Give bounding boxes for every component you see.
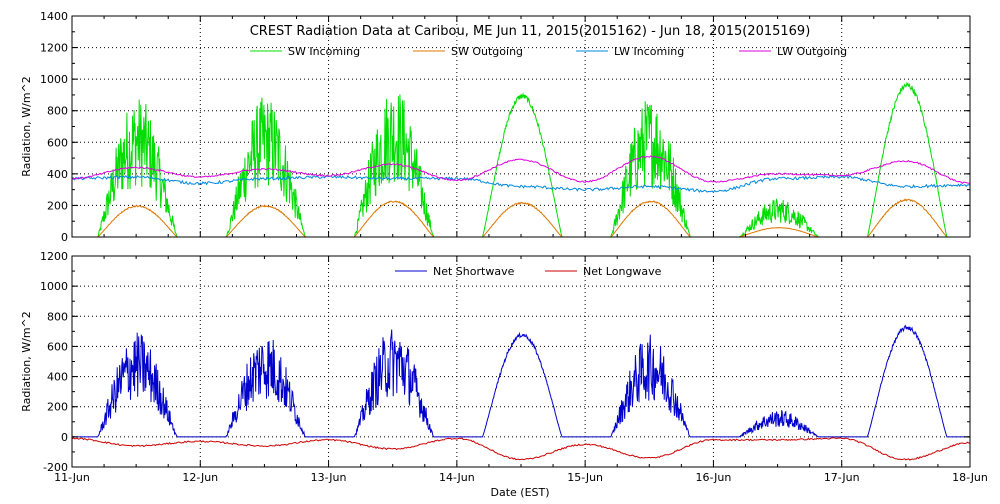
y-tick-label: -200 — [43, 461, 68, 474]
y-tick-label: 1000 — [40, 73, 68, 86]
y-tick-label: 0 — [61, 231, 68, 244]
x-tick-label: 18-Jun — [952, 471, 988, 484]
y-tick-label: 800 — [47, 310, 68, 323]
y-tick-label: 1200 — [40, 250, 68, 263]
y-tick-label: 1200 — [40, 42, 68, 55]
chart-title: CREST Radiation Data at Caribou, ME Jun … — [250, 24, 811, 39]
x-tick-label: 11-Jun — [54, 471, 90, 484]
x-tick-label: 15-Jun — [567, 471, 603, 484]
y-tick-label: 200 — [47, 199, 68, 212]
y-tick-label: 800 — [47, 105, 68, 118]
legend-label: SW Outgoing — [451, 45, 523, 58]
x-axis-label: Date (EST) — [490, 486, 549, 499]
y-tick-label: 400 — [47, 168, 68, 181]
legend-label: SW Incoming — [288, 45, 360, 58]
series-line-lw_out — [71, 155, 971, 184]
series-line-net_sw — [72, 324, 970, 438]
y-axis-label: Radiation, W/m^2 — [20, 76, 33, 177]
x-tick-label: 17-Jun — [824, 471, 860, 484]
series-line-lw_in — [71, 174, 971, 193]
y-tick-label: 600 — [47, 136, 68, 149]
legend-label: LW Incoming — [614, 45, 684, 58]
top-panel: 0 200 400 600 800 1000 1200 1400 Radiation, W/m^… — [20, 10, 971, 244]
legend-label: Net Longwave — [583, 265, 662, 278]
y-tick-label: 1000 — [40, 280, 68, 293]
bottom-panel: -200 0 200 400 600 800 1000 1200 11-Jun 12-Jun 13-… — [20, 250, 988, 484]
y-tick-label: 600 — [47, 340, 68, 353]
legend-label: LW Outgoing — [777, 45, 847, 58]
y-axis-label: Radiation, W/m^2 — [20, 311, 33, 412]
x-tick-label: 13-Jun — [311, 471, 347, 484]
y-tick-label: 200 — [47, 401, 68, 414]
legend-label: Net Shortwave — [433, 265, 515, 278]
y-tick-label: 0 — [61, 431, 68, 444]
x-tick-label: 12-Jun — [182, 471, 218, 484]
x-tick-label: 14-Jun — [439, 471, 475, 484]
series-line-net_lw — [71, 437, 971, 461]
y-tick-label: 400 — [47, 371, 68, 384]
x-tick-label: 16-Jun — [696, 471, 732, 484]
y-tick-label: 1400 — [40, 10, 68, 23]
